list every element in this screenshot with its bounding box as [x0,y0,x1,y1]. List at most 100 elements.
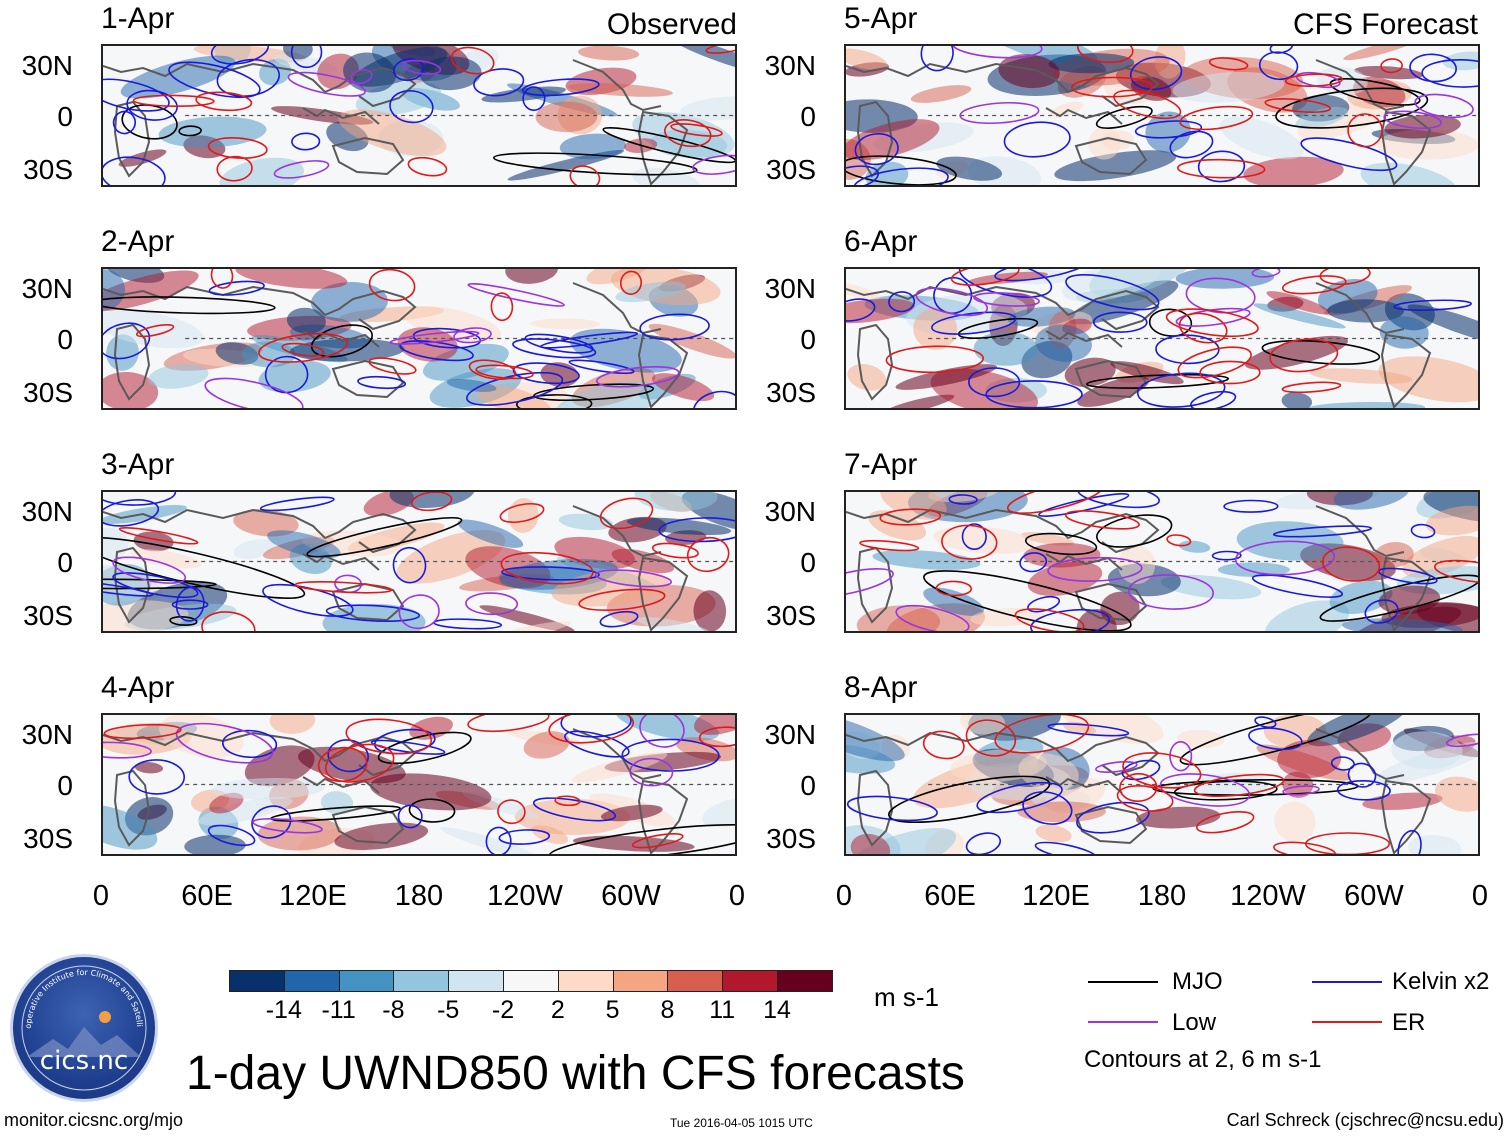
contour-kelvin [1155,334,1220,365]
wind-anomaly-patch [1178,540,1211,553]
contour-kelvin [1421,58,1478,88]
legend-label-er: ER [1392,1009,1426,1036]
map-panel-6-Apr [844,267,1480,410]
colorbar-cell [503,970,560,992]
wind-anomaly-patch [1317,66,1368,96]
contour-er [450,46,495,75]
contour-kelvin [985,380,1083,408]
contour-low [1169,741,1193,772]
footer-url[interactable]: monitor.cicsnc.org/mjo [4,1110,184,1130]
contour-kelvin [216,58,280,97]
contour-kelvin [1134,120,1203,139]
map-panel-4-Apr [101,713,737,856]
wind-anomaly-patch [535,101,598,133]
wind-anomaly-patch [158,116,267,148]
map-panel-2-Apr [101,267,737,410]
wind-anomaly-patch [1048,53,1135,74]
legend-line-low [1088,1021,1158,1023]
contour-mjo [602,126,735,164]
wind-anomaly-patch [1297,100,1389,140]
wind-anomaly-patch [959,715,1006,735]
contour-er [1077,46,1134,64]
contour-kelvin [103,156,166,185]
contour-kelvin [1272,525,1373,538]
contour-mjo [1024,532,1098,556]
wind-anomaly-patch [1384,114,1461,139]
continent-outline [103,62,417,108]
wind-anomaly-patch [846,48,888,70]
map-panel-8-Apr [844,713,1480,856]
contour-er [1380,58,1403,74]
lat-tick-label: 30S [23,377,73,408]
map-panel-1-Apr [101,44,737,187]
wind-anomaly-patch [523,731,570,759]
continent-outline [1045,776,1123,794]
wind-anomaly-patch [403,306,502,343]
wind-anomaly-patch [702,798,735,828]
contour-er [294,581,393,594]
contour-mjo [1096,514,1173,548]
contour-er [578,588,666,611]
contour-kelvin [961,523,987,550]
wind-anomaly-patch [856,605,941,631]
contour-kelvin [1248,727,1303,751]
contour-er [195,91,253,112]
contour-low [1159,773,1251,807]
contour-kelvin [1076,801,1150,834]
wind-anomaly-patch [694,715,735,735]
contour-kelvin [532,797,617,822]
contour-er [670,123,723,137]
figure-title: 1-day UWND850 with CFS forecasts [186,1047,965,1100]
continent-outline [856,546,894,624]
wind-anomaly-patch [1253,303,1346,329]
colorbar-cell [448,970,505,992]
continent-outline [1380,779,1432,854]
contour-er [935,580,973,597]
wind-anomaly-patch [910,85,972,103]
colorbar-cell [722,970,779,992]
colorbar-tick-label: 5 [605,996,620,1024]
legend-label-low: Low [1172,1009,1217,1036]
contour-er [1193,773,1285,797]
contour-kelvin [171,599,209,610]
contour-kelvin [126,89,178,121]
wind-anomaly-patch [895,364,998,390]
colorbar-cell [777,970,834,992]
contour-er [1177,158,1266,179]
wind-anomaly-patch [1068,280,1179,325]
contour-low [1414,93,1474,119]
contour-mjo [1085,373,1230,389]
contour-er [1208,57,1249,71]
contour-er [345,718,433,755]
contour-kelvin [1065,274,1160,311]
contour-er [499,502,545,524]
contour-kelvin [389,90,434,124]
contour-kelvin [1410,523,1436,539]
contour-er [651,542,699,559]
contour-mjo [1095,105,1153,129]
contour-kelvin [933,276,973,315]
continent-outline [846,62,1160,108]
contour-kelvin [539,331,639,349]
panel-date-8-apr: 8-Apr [844,671,918,704]
lat-tick-label: 0 [57,324,73,355]
contour-mjo [846,155,957,185]
wind-anomaly-patch [103,600,189,631]
contour-low [1095,761,1138,773]
contour-er [1122,752,1202,789]
contour-low [1282,785,1320,796]
contour-kelvin [498,829,551,845]
contour-kelvin [1093,311,1148,333]
contour-er [475,364,534,380]
contour-kelvin [112,110,137,135]
contour-kelvin [1169,130,1214,159]
contour-kelvin [522,86,546,111]
wind-anomaly-patch [558,513,613,531]
colorbar-tick-label: 14 [763,996,791,1024]
contour-kelvin [846,795,938,822]
contour-low [273,160,330,179]
contour-er [1199,360,1261,385]
continent-outline [1380,110,1432,185]
wind-anomaly-patch [933,526,1035,554]
wind-anomaly-patch [1172,71,1285,103]
